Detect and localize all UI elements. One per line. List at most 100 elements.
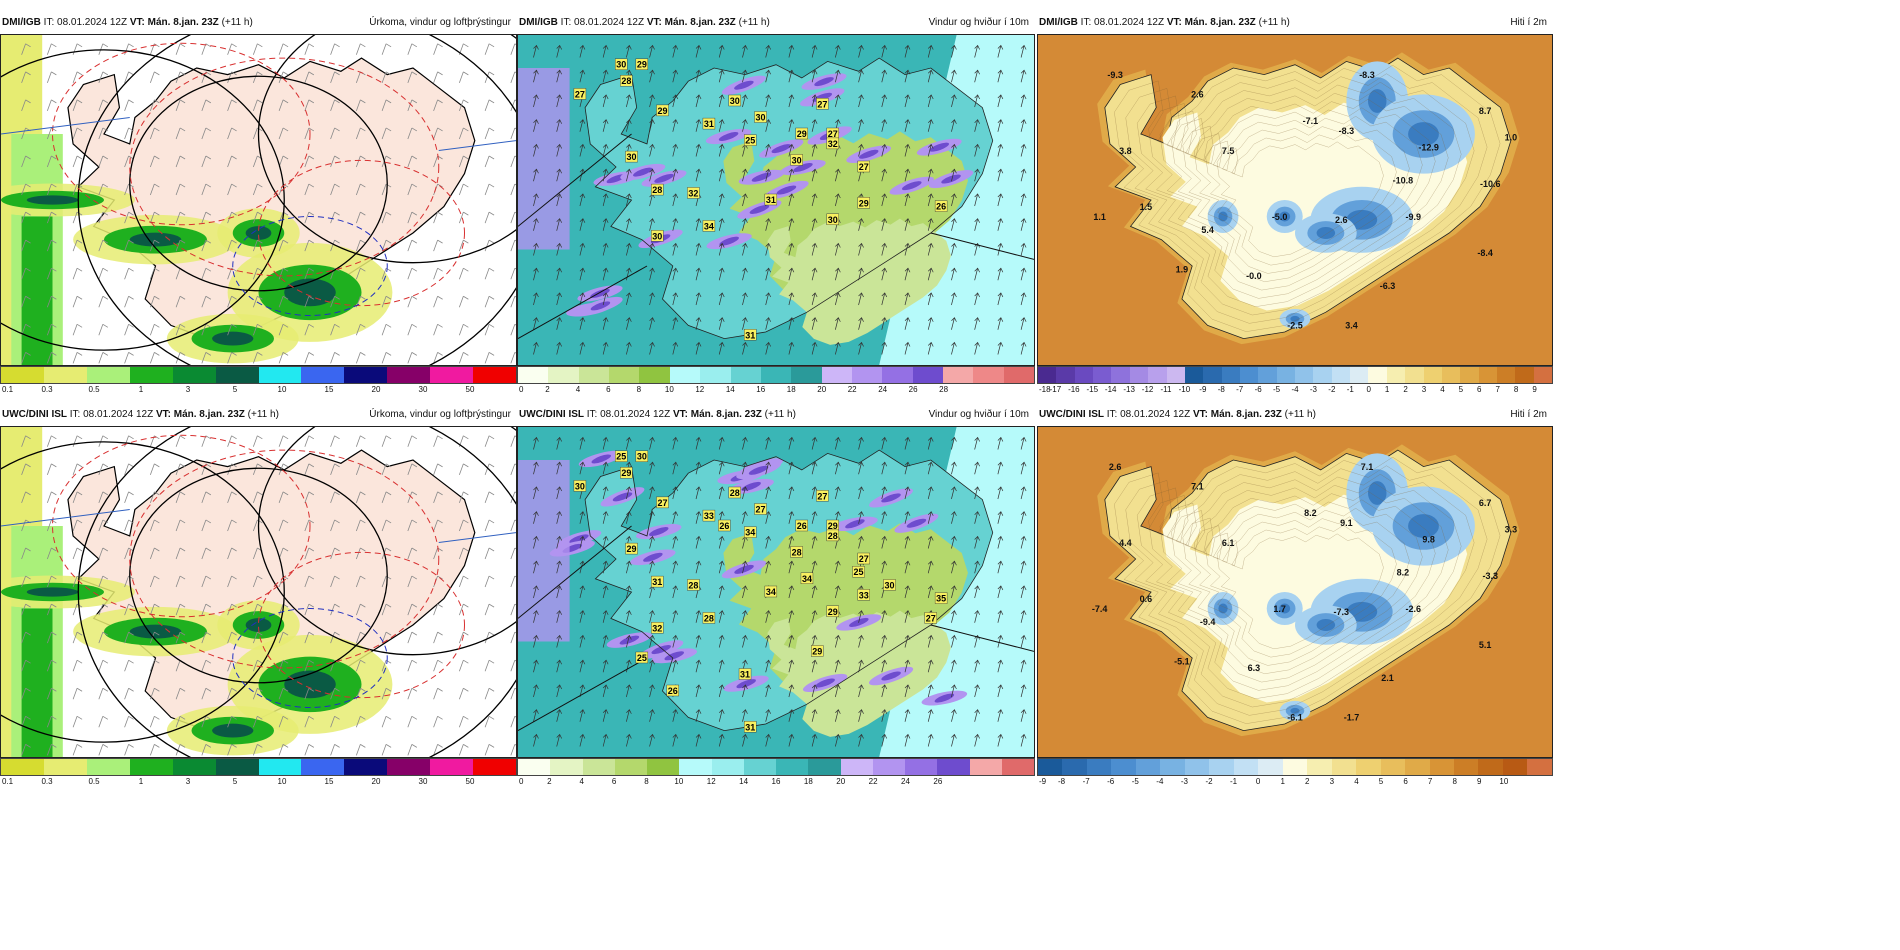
color-scale-swatch [905,759,938,775]
color-scale-swatch [647,759,680,775]
color-scale-swatch [1001,759,1034,775]
svg-text:28: 28 [828,531,838,541]
svg-text:29: 29 [797,129,807,139]
color-scale-ticks: -9 -8 -7 -6 -5 -4 -3 -2 -1 0 1 2 3 4 5 6 7 8 9 10 [1037,777,1553,789]
color-scale-tick: 22 [868,777,878,786]
temperature-label: 1.5 [1140,202,1153,212]
color-scale-tick: 0.3 [41,777,53,786]
model-name: DMI/IGB [519,17,558,28]
temperature-label: 2.6 [1335,215,1348,225]
wind-gust-label: 29 [826,605,839,618]
svg-text:1.7: 1.7 [1273,604,1286,614]
color-scale-swatch [1003,367,1035,383]
init-time: IT: 08.01.2024 12Z [1106,409,1191,420]
svg-text:-8.3: -8.3 [1339,126,1355,136]
color-scale-tick: -5 [1273,385,1281,394]
svg-text:7.1: 7.1 [1361,462,1374,472]
svg-text:27: 27 [817,99,827,109]
color-scale-swatch [258,759,302,775]
color-scale-swatch [1258,367,1277,383]
temperature-label: 9.1 [1340,518,1353,528]
model-name: UWC/DINI ISL [2,409,67,420]
color-scale-tick: -5 [1131,777,1139,786]
color-scale-tick: 0.3 [41,385,53,394]
color-scale-tick: 3 [1421,385,1427,394]
color-scale-swatch [86,759,130,775]
svg-text:-9.9: -9.9 [1405,212,1421,222]
color-scale-tick: 10 [664,385,674,394]
svg-text:28: 28 [730,488,740,498]
svg-text:31: 31 [745,722,755,732]
wind-gust-label: 29 [795,127,808,140]
color-scale-swatch [172,759,216,775]
color-scale-tick: 4 [1440,385,1445,394]
temperature-label: -7.3 [1334,607,1350,617]
wind-gust-label: 29 [620,467,633,479]
wind-gust-label: 25 [614,450,628,462]
color-scale-tick: 1 [1280,777,1285,786]
color-scale-swatch [1038,759,1063,775]
color-scale-tick: -1 [1346,385,1354,394]
wind-gust-label: 32 [651,622,664,634]
color-scale-swatch [1502,759,1528,775]
svg-text:0.6: 0.6 [1140,594,1153,604]
color-scale-swatch [1203,367,1222,383]
temperature-label: -8.3 [1339,126,1355,136]
color-scale-tick: 22 [847,385,857,394]
color-scale-tick: -13 [1123,385,1135,394]
temperature-label: 3.4 [1345,321,1358,331]
svg-text:6.7: 6.7 [1479,498,1492,508]
color-scale-swatch [669,367,701,383]
temperature-label: -0.0 [1246,271,1262,281]
color-scale-tick: 0.5 [88,385,100,394]
svg-text:-12.9: -12.9 [1418,143,1439,153]
color-scale-swatch [1356,759,1381,775]
lead-time: (+11 h) [1258,17,1290,28]
color-scale-swatch [550,759,583,775]
wind-gust-label: 34 [764,585,778,598]
svg-text:3.3: 3.3 [1505,525,1518,535]
color-scale-swatch [344,367,388,383]
color-scale-tick: 18 [803,777,813,786]
color-scale-tick: 9 [1532,385,1537,394]
valid-time: VT: Mán. 8.jan. 23Z [1166,17,1256,28]
color-scale-tick: 5 [1378,777,1384,786]
temperature-label: 2.6 [1191,90,1204,100]
temperature-label: 6.1 [1222,538,1235,548]
color-scale-swatch [1405,759,1430,775]
color-scale-tick: -7 [1082,777,1090,786]
panel-precip-0: DMI/IGB IT: 08.01.2024 12Z VT: Mán. 8.ja… [0,12,517,394]
svg-text:27: 27 [657,498,667,508]
svg-text:8.7: 8.7 [1479,106,1492,116]
wind-gust-label: 29 [625,542,638,555]
color-scale-swatch [609,367,640,383]
svg-text:-9.4: -9.4 [1200,617,1216,627]
svg-text:2.6: 2.6 [1109,462,1122,472]
color-scale-tick: -9 [1199,385,1207,394]
color-scale-swatch [1282,759,1308,775]
color-scale-tick: 0.5 [88,777,100,786]
color-scale-tick: 2 [547,777,552,786]
model-name: UWC/DINI ISL [1039,409,1104,420]
color-scale-swatch [1160,759,1185,775]
color-scale-swatch [1221,367,1240,383]
wind-gust-label: 28 [826,529,839,542]
wind-gust-label: 28 [687,579,700,591]
color-scale-swatch [172,367,216,383]
color-scale-tick: 5 [1458,385,1464,394]
wind-gust-label: 27 [924,612,937,624]
color-scale-swatch [473,367,517,383]
wind-map: 25 30 30 29 28 27 27 34 26 27 29 28 28 29 33 28 27 34 33 31… [517,426,1035,758]
svg-text:8.2: 8.2 [1304,508,1317,518]
svg-text:-8.3: -8.3 [1359,70,1375,80]
wind-gust-label: 30 [573,480,587,492]
wind-gust-label: 33 [702,509,716,522]
color-scale-swatch [1,759,44,775]
color-scale-tick: 7 [1427,777,1433,786]
panel-title: Vindur og hviður í 10m [928,17,1029,28]
color-scale-tick: 2 [1403,385,1408,394]
color-scale-tick: 2 [545,385,550,394]
init-time: IT: 08.01.2024 12Z [43,17,128,28]
temp-map: 2.6 7.1 7.1 6.7 8.2 9.1 3.3 9.8 4.4 6.1 8.2 -3.3 -7.… [1037,426,1553,758]
wind-gust-label: 27 [857,552,870,565]
